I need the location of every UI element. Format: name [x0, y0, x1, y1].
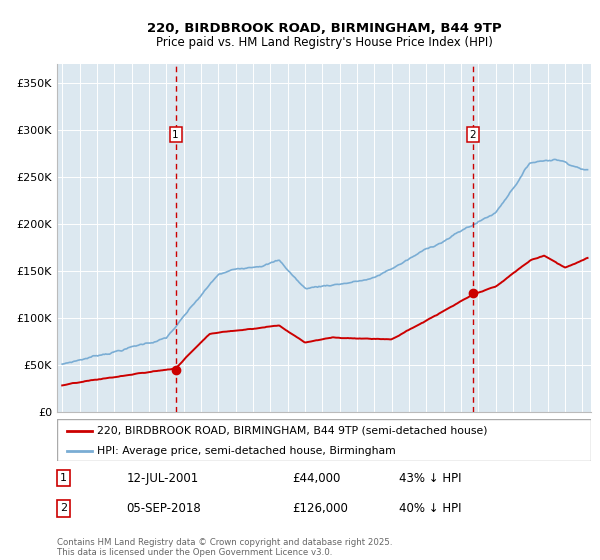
Text: 1: 1 [172, 130, 179, 140]
Text: 1: 1 [60, 473, 67, 483]
Text: £126,000: £126,000 [292, 502, 348, 515]
Text: 220, BIRDBROOK ROAD, BIRMINGHAM, B44 9TP (semi-detached house): 220, BIRDBROOK ROAD, BIRMINGHAM, B44 9TP… [97, 426, 488, 436]
Text: 12-JUL-2001: 12-JUL-2001 [127, 472, 199, 484]
Text: Price paid vs. HM Land Registry's House Price Index (HPI): Price paid vs. HM Land Registry's House … [155, 36, 493, 49]
Text: 40% ↓ HPI: 40% ↓ HPI [399, 502, 461, 515]
Text: 2: 2 [60, 503, 67, 514]
Text: 2: 2 [469, 130, 476, 140]
Text: £44,000: £44,000 [292, 472, 340, 484]
Text: 43% ↓ HPI: 43% ↓ HPI [399, 472, 461, 484]
Text: HPI: Average price, semi-detached house, Birmingham: HPI: Average price, semi-detached house,… [97, 446, 396, 456]
Text: 05-SEP-2018: 05-SEP-2018 [127, 502, 201, 515]
Text: Contains HM Land Registry data © Crown copyright and database right 2025.
This d: Contains HM Land Registry data © Crown c… [57, 538, 392, 557]
Text: 220, BIRDBROOK ROAD, BIRMINGHAM, B44 9TP: 220, BIRDBROOK ROAD, BIRMINGHAM, B44 9TP [146, 22, 502, 35]
